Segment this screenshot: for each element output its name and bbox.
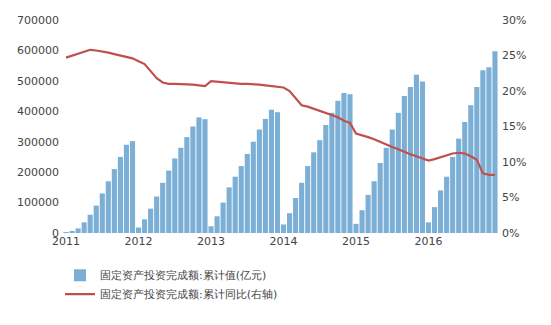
svg-text:10%: 10% bbox=[502, 156, 526, 169]
svg-text:2013: 2013 bbox=[197, 235, 225, 248]
svg-text:15%: 15% bbox=[502, 120, 526, 133]
svg-text:500000: 500000 bbox=[17, 75, 59, 88]
svg-text:20%: 20% bbox=[502, 85, 526, 98]
svg-text:0: 0 bbox=[52, 227, 59, 240]
svg-text:400000: 400000 bbox=[17, 105, 59, 118]
svg-text:200000: 200000 bbox=[17, 166, 59, 179]
svg-text:2012: 2012 bbox=[125, 235, 153, 248]
svg-text:100000: 100000 bbox=[17, 196, 59, 209]
svg-text:0%: 0% bbox=[502, 227, 519, 240]
svg-text:700000: 700000 bbox=[17, 14, 59, 27]
svg-text:2016: 2016 bbox=[415, 235, 443, 248]
svg-text:固定资产投资完成额:累计同比(右轴): 固定资产投资完成额:累计同比(右轴) bbox=[100, 288, 277, 301]
svg-text:25%: 25% bbox=[502, 49, 526, 62]
svg-text:300000: 300000 bbox=[17, 136, 59, 149]
svg-text:2015: 2015 bbox=[342, 235, 370, 248]
svg-text:固定资产投资完成额:累计值(亿元): 固定资产投资完成额:累计值(亿元) bbox=[100, 269, 266, 282]
svg-text:5%: 5% bbox=[502, 191, 519, 204]
svg-text:600000: 600000 bbox=[17, 44, 59, 57]
svg-text:2014: 2014 bbox=[270, 235, 298, 248]
svg-text:30%: 30% bbox=[502, 14, 526, 27]
svg-text:2011: 2011 bbox=[52, 235, 80, 248]
